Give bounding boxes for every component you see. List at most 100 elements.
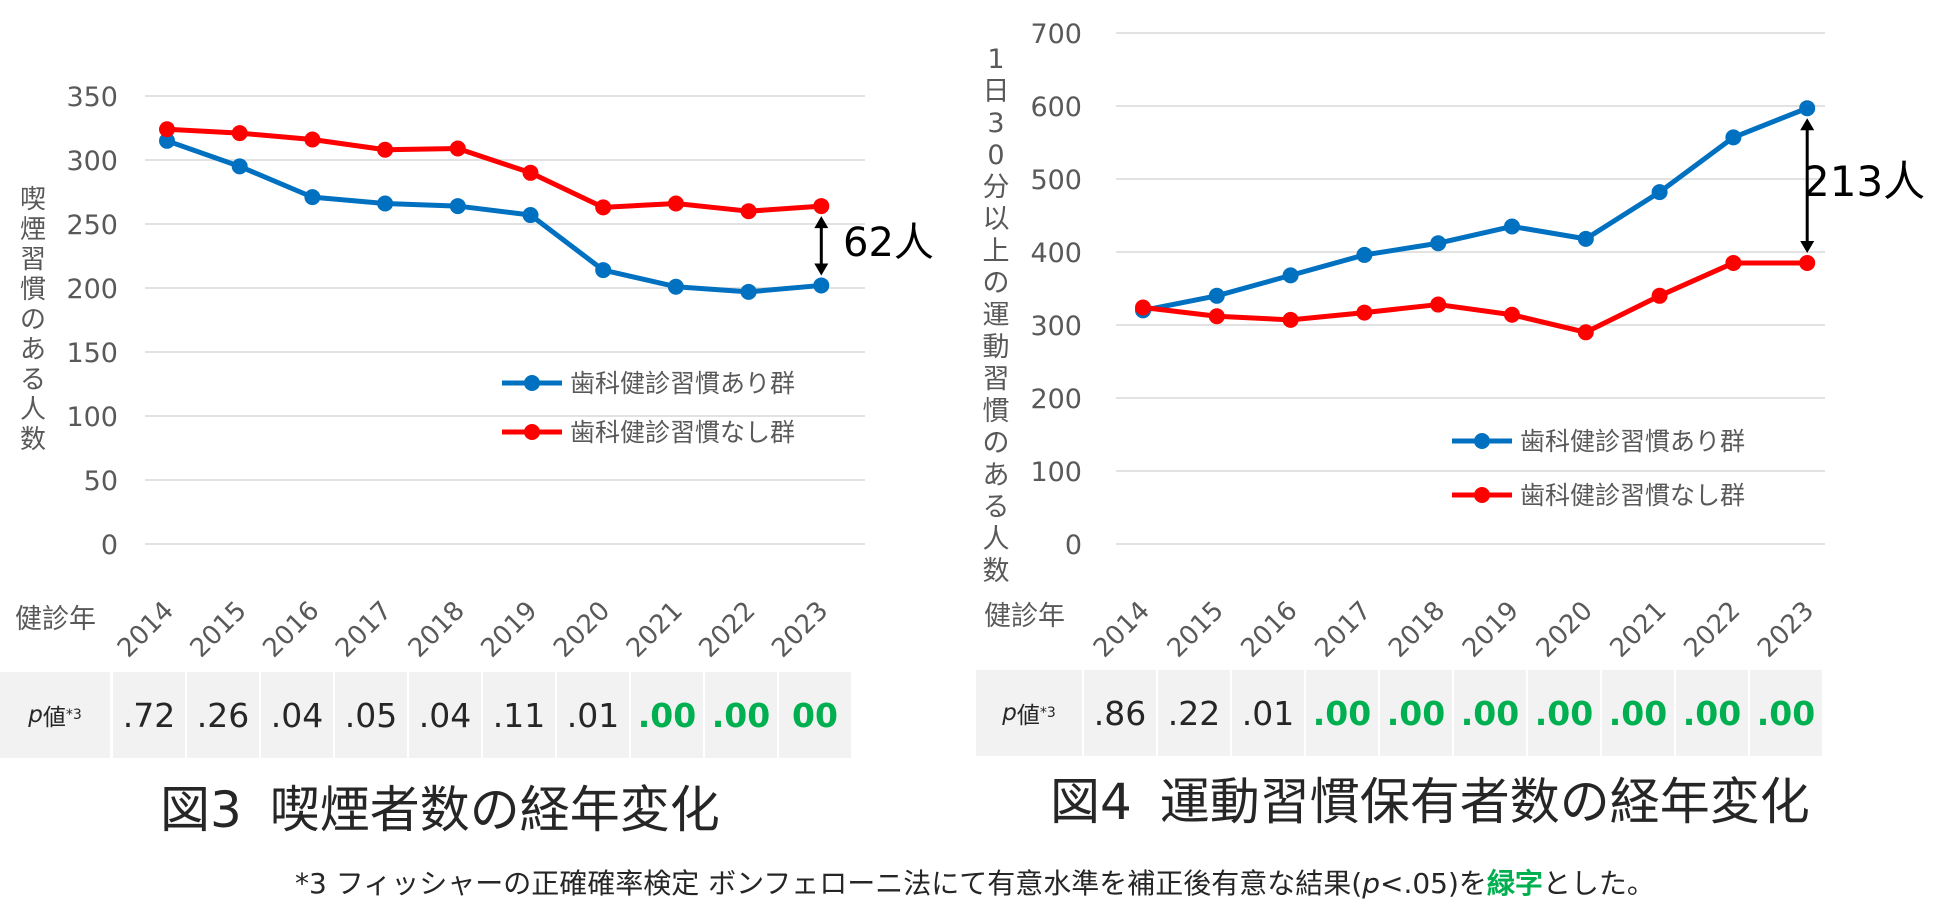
chart2-series-2-point: [1356, 304, 1373, 321]
chart1-pvalue-cell: .04: [261, 672, 333, 758]
chart2-series-1-point: [1282, 267, 1299, 284]
chart2-pvalue-cell: .01: [1232, 670, 1304, 756]
chart1-ytick-label: 250: [66, 210, 118, 241]
chart1-pvalue-cell: .04: [409, 672, 481, 758]
chart1-pvalue-cell: .26: [187, 672, 259, 758]
chart1-series-1-point: [159, 132, 175, 149]
chart2-pvalue-label: p 値 *3: [976, 670, 1082, 756]
chart2-series-2-point: [1725, 254, 1742, 271]
chart1-gap-label: 62人: [843, 220, 934, 266]
chart1-series-2-line: [166, 126, 822, 214]
chart2-xtick-label: 2023: [1752, 596, 1820, 664]
chart2-legend-label-2: 歯科健診習慣なし群: [1520, 481, 1745, 510]
footnote-p: p: [1362, 867, 1380, 900]
chart2-series-2-point: [1651, 287, 1668, 304]
chart2-ytick-label: 500: [1030, 165, 1082, 196]
footnote-suffix: とした。: [1542, 867, 1655, 900]
chart2-ytick-label: 400: [1030, 238, 1082, 269]
chart1-xtick-label: 2022: [694, 596, 762, 664]
footnote-prefix: *3 フィッシャーの正確確率検定 ボンフェローニ法にて有意水準を補正後有意な結果…: [295, 867, 1363, 900]
chart2-pvalue-cell: .00: [1750, 670, 1822, 756]
chart2-xtick-label: 2015: [1162, 596, 1230, 664]
chart2-pvalue-cell: .00: [1528, 670, 1600, 756]
chart1-xtick-label: 2016: [257, 596, 325, 664]
chart1-pvalue-cell: .00: [705, 672, 777, 758]
chart1-pvalue-cell: .11: [483, 672, 555, 758]
chart1-series-2-point: [595, 199, 612, 216]
chart1-pvalue-cell: .05: [335, 672, 407, 758]
chart1-series-1-point: [740, 283, 757, 300]
chart2-ytick-label: 100: [1030, 457, 1082, 488]
chart2-series-1-point: [1651, 184, 1668, 201]
chart1-series-2-point: [522, 164, 539, 181]
chart2-gap-label: 213人: [1803, 157, 1925, 206]
chart2-xlabel: 健診年: [984, 601, 1065, 632]
chart1-series-1-point: [667, 278, 684, 295]
chart2-series-1-point: [1208, 287, 1225, 304]
chart1-xtick-label: 2017: [330, 596, 398, 664]
chart1-series-1-point: [377, 195, 394, 212]
chart1-xtick-label: 2019: [475, 596, 543, 664]
chart2-gap-arrow-head-bottom: [1800, 240, 1815, 253]
chart2-legend-label-1: 歯科健診習慣あり群: [1520, 427, 1745, 456]
chart1-series-2-point: [304, 131, 321, 148]
chart2-series-2-point: [1282, 311, 1299, 328]
chart1-pvalue-label: p 値 *3: [0, 672, 110, 758]
chart2-xtick-label: 2018: [1383, 596, 1451, 664]
chart1-series-2-point: [813, 198, 830, 215]
chart2-pvalue-cell: .00: [1676, 670, 1748, 756]
chart2-series-2-point: [1208, 308, 1225, 325]
chart1-ytick-label: 150: [66, 338, 118, 369]
chart2-ylabel: 1日30分以上の運動習慣のある人数: [982, 44, 1010, 587]
chart1-legend-marker-2: [524, 424, 540, 440]
chart2-series-1-point: [1356, 246, 1373, 263]
chart1-legend-label-1: 歯科健診習慣あり群: [570, 369, 795, 398]
chart1-series-1-point: [231, 158, 248, 175]
chart1-series-2-point: [667, 195, 684, 212]
chart2-gap-arrow-head-top: [1800, 118, 1815, 131]
chart1-gap-arrow-head-top: [814, 216, 829, 229]
chart1-legend-label-2: 歯科健診習慣なし群: [570, 418, 795, 447]
chart2-pvalue-cell: .00: [1380, 670, 1452, 756]
chart2-xtick-label: 2019: [1457, 596, 1525, 664]
chart1-ytick-label: 300: [66, 146, 118, 177]
chart1-ytick-label: 0: [101, 530, 118, 561]
chart2-ytick-label: 200: [1030, 384, 1082, 415]
chart1-xtick-label: 2021: [621, 596, 689, 664]
footnote-middle: <.05)を: [1379, 867, 1487, 900]
chart1-pvalue-cell: .72: [113, 672, 185, 758]
chart2-series-1-point: [1430, 235, 1447, 252]
chart2-series-2-point: [1799, 254, 1816, 271]
chart2-xtick-label: 2020: [1531, 596, 1599, 664]
chart2-legend-marker-2: [1474, 487, 1490, 503]
footnote: *3 フィッシャーの正確確率検定 ボンフェローニ法にて有意水準を補正後有意な結果…: [0, 862, 1950, 902]
chart1-series-2-point: [231, 125, 248, 142]
chart2-xtick-label: 2021: [1605, 596, 1673, 664]
chart2-ytick-label: 600: [1030, 92, 1082, 123]
chart1-series-1-point: [522, 207, 539, 224]
chart2-legend-marker-1: [1474, 433, 1490, 449]
chart2-xtick-label: 2016: [1236, 596, 1304, 664]
chart1-xtick-label: 2020: [548, 596, 616, 664]
chart1-series-1-point: [813, 277, 830, 294]
chart1-series-2-point: [377, 141, 394, 158]
chart1-xtick-label: 2014: [112, 596, 180, 664]
chart1-pvalue-cell: 00: [779, 672, 851, 758]
chart2-series-2-line: [1142, 260, 1808, 335]
chart2-series-2-point: [1577, 324, 1594, 341]
chart1-legend-marker-1: [524, 375, 540, 391]
chart2-ytick-label: 0: [1065, 530, 1082, 561]
chart2-series-1-line: [1142, 105, 1809, 313]
chart1-xlabel: 健診年: [15, 604, 96, 635]
chart2-series-2-point: [1135, 299, 1151, 316]
chart2-xtick-label: 2017: [1309, 596, 1377, 664]
chart1-xtick-label: 2018: [403, 596, 471, 664]
chart1-xtick-label: 2015: [185, 596, 253, 664]
chart2-xtick-label: 2014: [1088, 596, 1156, 664]
chart2-pvalue-cell: .00: [1602, 670, 1674, 756]
chart1-gap-arrow-head-bottom: [814, 263, 829, 276]
chart1-pvalue-cell: .01: [557, 672, 629, 758]
chart2-series-1-point: [1799, 100, 1816, 117]
